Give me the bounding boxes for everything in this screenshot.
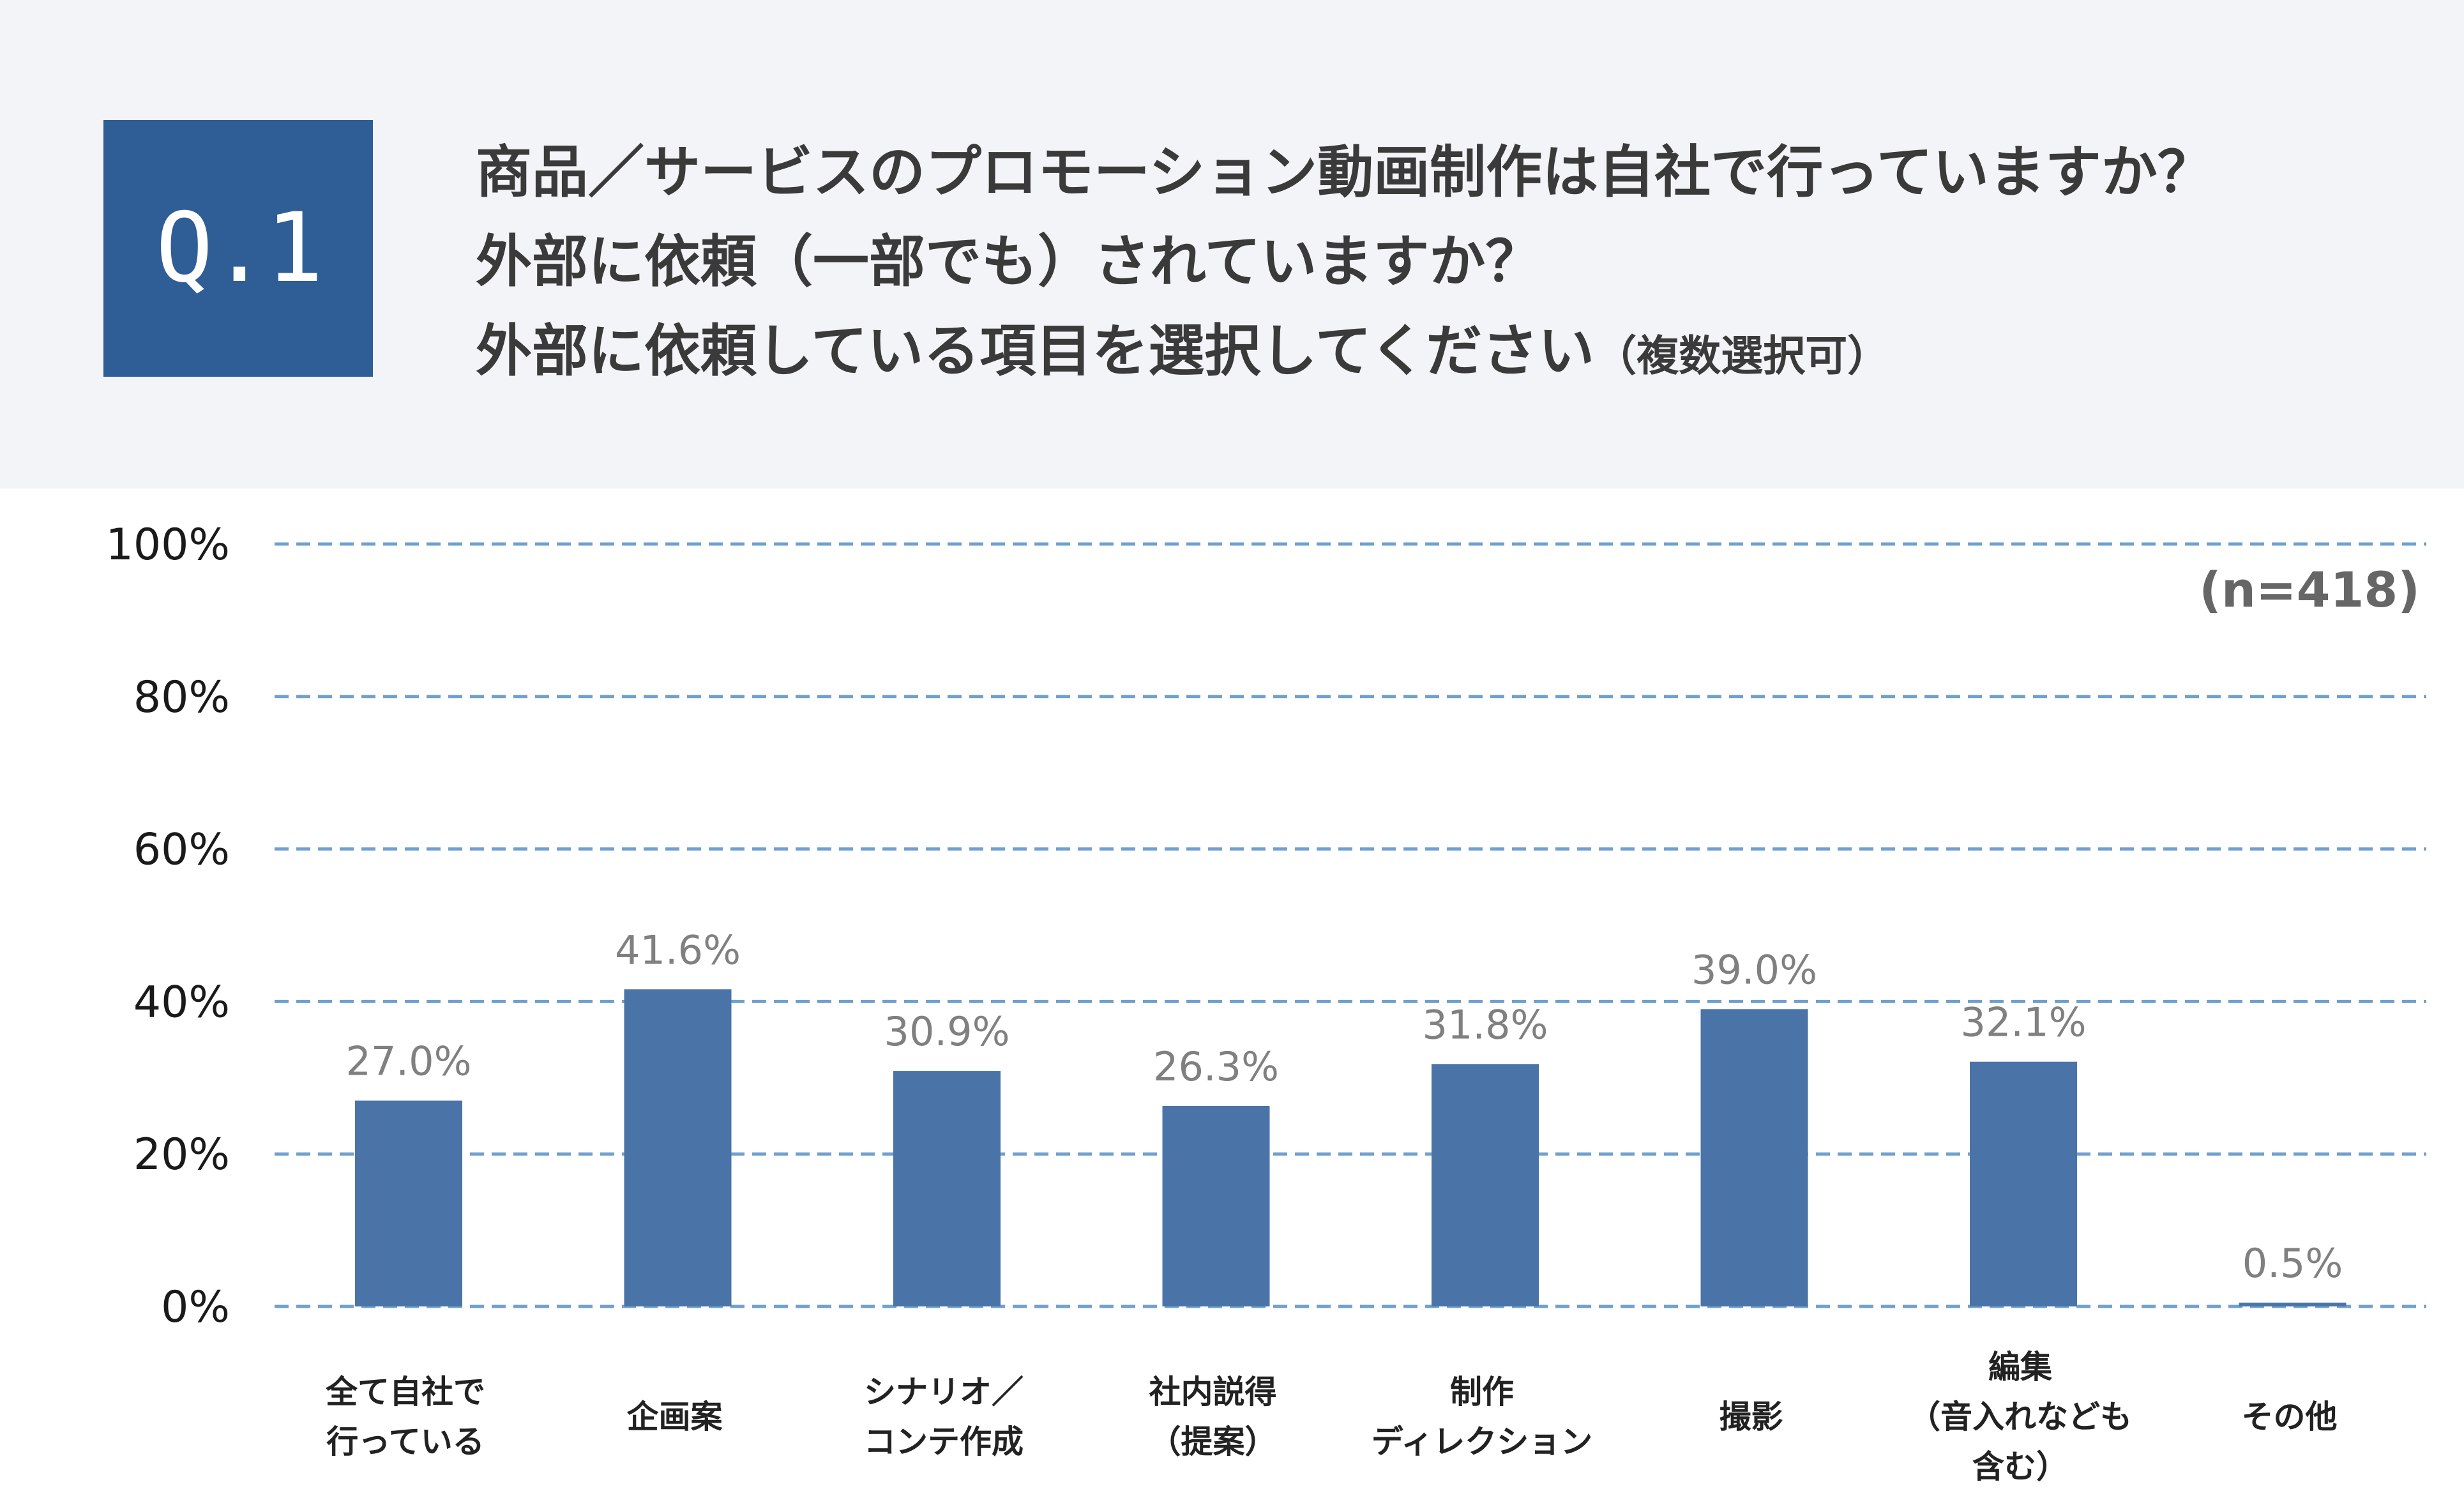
category-label-4-line-0: 制作 [1450, 1373, 1514, 1411]
bar-4 [1432, 1064, 1539, 1306]
category-label-3-line-1: （提案） [1149, 1423, 1277, 1460]
value-label-1: 41.6% [615, 927, 741, 973]
category-label-5-line-0: 撮影 [1720, 1398, 1783, 1435]
value-label-7: 0.5% [2242, 1240, 2343, 1287]
y-tick-label-80: 80% [133, 672, 230, 723]
category-label-0-line-0: 全て自社で [325, 1373, 485, 1411]
category-label-6-line-2: 含む） [1972, 1448, 2068, 1485]
category-label-6: 編集 （音入れなども含む） [1908, 1349, 2132, 1485]
category-label-4-line-1: ディレクション [1372, 1423, 1593, 1460]
category-label-2-line-0: シナリオ／ [864, 1373, 1024, 1411]
question-line-1: 商品／サービスのプロモーション動画制作は自社で行っていますか？ [476, 139, 2214, 205]
grid-lines [275, 542, 2426, 1308]
category-label-5: 撮影 [1720, 1398, 1783, 1435]
question-line-3-text: 外部に依頼している項目を選択してください [476, 318, 1595, 384]
y-tick-label-20: 20% [133, 1130, 230, 1180]
y-axis-tick-labels: 0% 20% 40% 60% 80% 100% [106, 520, 230, 1333]
category-label-7-line-0: その他 [2242, 1398, 2338, 1435]
value-label-4: 31.8% [1423, 1001, 1548, 1048]
value-label-6: 32.1% [1961, 999, 2087, 1046]
bar-3 [1162, 1105, 1270, 1306]
category-label-7: その他 [2242, 1398, 2338, 1435]
question-header: Q.1 商品／サービスのプロモーション動画制作は自社で行っていますか？ 外部に依… [0, 0, 2464, 488]
category-label-6-line-1: （音入れなども [1908, 1398, 2132, 1435]
category-label-2-line-1: コンテ作成 [864, 1423, 1024, 1460]
bar-chart: 0% 20% 40% 60% 80% 100% 27.0% 41.6% 30.9% 26.3% 3… [106, 520, 2426, 1485]
category-label-3-line-0: 社内説得 [1149, 1373, 1277, 1411]
sample-size-annotation: (n=418) [2199, 561, 2420, 618]
question-number-badge: Q.1 [103, 120, 373, 377]
bar-1 [624, 989, 732, 1306]
category-label-4: 制作ディレクション [1372, 1373, 1593, 1460]
y-tick-label-40: 40% [133, 977, 230, 1027]
y-tick-label-100: 100% [106, 520, 230, 570]
bar-5 [1700, 1009, 1808, 1306]
question-text: 商品／サービスのプロモーション動画制作は自社で行っていますか？ 外部に依頼（一部… [476, 128, 2391, 401]
multiple-choice-note: （複数選択可） [1594, 331, 1890, 381]
category-label-1-line-0: 企画案 [627, 1398, 723, 1435]
y-tick-label-0: 0% [161, 1282, 230, 1333]
bar-7 [2239, 1303, 2347, 1306]
category-label-0: 全て自社で行っている [325, 1373, 485, 1460]
y-tick-label-60: 60% [133, 825, 230, 875]
question-line-3: 外部に依頼している項目を選択してください（複数選択可） [476, 306, 2391, 401]
category-label-3: 社内説得 （提案） [1149, 1373, 1277, 1460]
bar-6 [1970, 1061, 2077, 1306]
category-label-2: シナリオ／ コンテ作成 [864, 1373, 1024, 1460]
category-labels: 全て自社で行っている 企画案 シナリオ／ コンテ作成 社内説得 （提案） 制作ディレクション… [325, 1349, 2338, 1485]
category-label-6-line-0: 編集 [1988, 1349, 2052, 1386]
value-label-5: 39.0% [1691, 946, 1817, 993]
category-label-0-line-1: 行っている [326, 1423, 485, 1460]
bar-0 [355, 1100, 462, 1306]
bars [355, 989, 2347, 1306]
value-label-2: 30.9% [884, 1008, 1010, 1055]
value-labels: 27.0% 41.6% 30.9% 26.3% 31.8% 39.0% 32.1% 0.5% [346, 927, 2343, 1287]
question-line-2: 外部に依頼（一部でも）されていますか？ [476, 229, 1542, 294]
category-label-1: 企画案 [627, 1398, 723, 1435]
value-label-3: 26.3% [1153, 1043, 1279, 1090]
value-label-0: 27.0% [346, 1038, 472, 1085]
bar-2 [893, 1071, 1001, 1306]
